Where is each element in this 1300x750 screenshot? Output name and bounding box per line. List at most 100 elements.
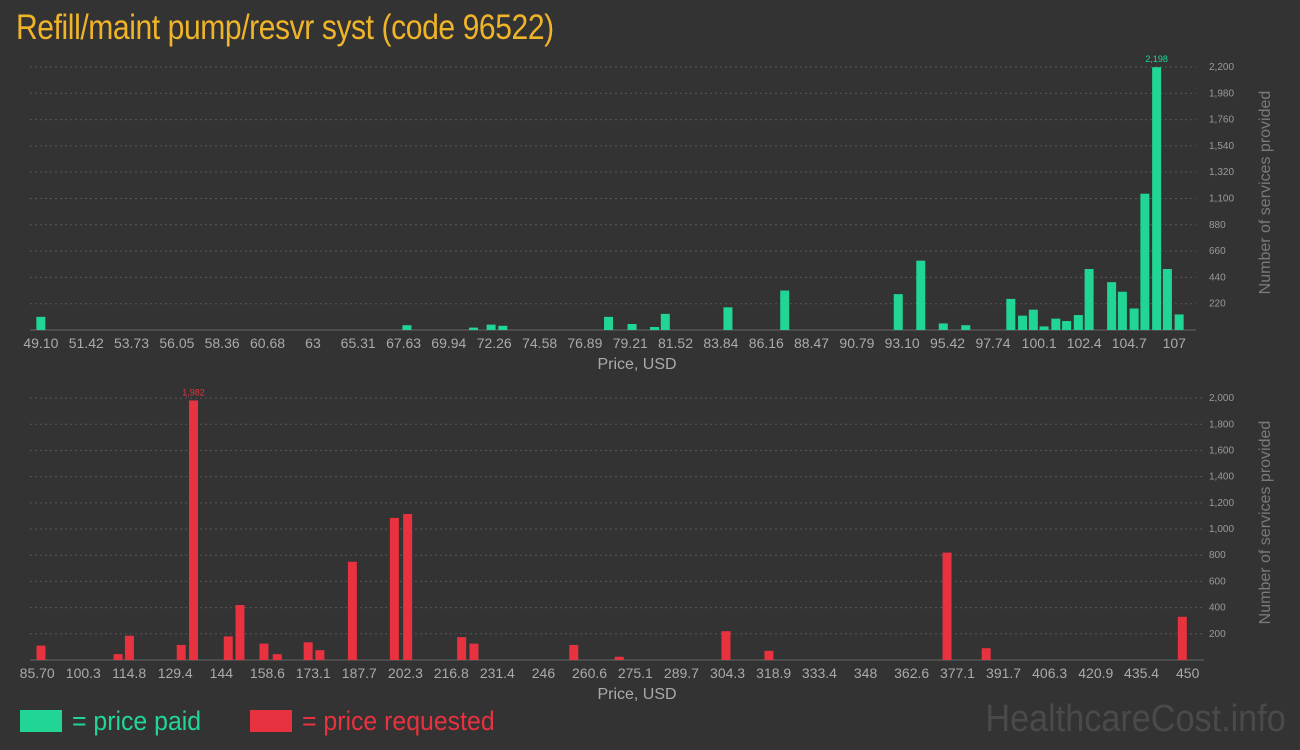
y-tick-label: 400 <box>1209 603 1226 614</box>
x-tick-label: 53.73 <box>114 335 149 351</box>
x-tick-label: 85.70 <box>20 665 55 681</box>
x-tick-label: 107 <box>1163 335 1187 351</box>
bar <box>916 260 926 330</box>
x-tick-label: 114.8 <box>112 665 146 681</box>
bar <box>1140 193 1150 330</box>
legend-requested-swatch <box>250 710 292 732</box>
y-axis-label: Number of services provided <box>1257 421 1274 625</box>
bar <box>614 656 624 660</box>
bar <box>893 294 903 330</box>
bar <box>764 650 774 660</box>
x-tick-label: 129.4 <box>158 665 193 681</box>
legend-requested: = price requested <box>250 704 511 738</box>
x-tick-label: 58.36 <box>205 335 240 351</box>
x-tick-label: 56.05 <box>159 335 194 351</box>
bar <box>1062 321 1072 330</box>
bar <box>721 631 731 660</box>
bar <box>981 648 991 660</box>
y-tick-label: 880 <box>1209 220 1226 231</box>
x-tick-label: 97.74 <box>975 335 1010 351</box>
bar <box>1084 269 1094 330</box>
bar <box>1107 282 1117 330</box>
bar <box>780 290 790 330</box>
x-tick-label: 450 <box>1176 665 1200 681</box>
bar <box>1039 326 1049 330</box>
bar <box>1152 67 1162 330</box>
peak-label: 2,198 <box>1145 55 1168 64</box>
peak-label: 1,982 <box>182 387 205 397</box>
x-tick-label: 86.16 <box>749 335 784 351</box>
x-tick-label: 391.7 <box>986 665 1021 681</box>
x-tick-label: 69.94 <box>431 335 466 351</box>
bar <box>627 324 637 330</box>
x-tick-label: 187.7 <box>342 665 377 681</box>
bar <box>113 654 123 660</box>
bar <box>36 316 46 330</box>
y-tick-label: 440 <box>1209 272 1226 283</box>
x-tick-label: 275.1 <box>618 665 653 681</box>
watermark: HealthcareCost.info <box>985 698 1286 740</box>
x-tick-label: 49.10 <box>23 335 58 351</box>
bar <box>1162 269 1172 330</box>
y-tick-label: 220 <box>1209 299 1226 310</box>
x-tick-label: 348 <box>854 665 878 681</box>
x-tick-label: 72.26 <box>477 335 512 351</box>
x-tick-label: 202.3 <box>388 665 423 681</box>
x-tick-label: 100.1 <box>1022 335 1057 351</box>
x-tick-label: 102.4 <box>1067 335 1102 351</box>
bar <box>457 637 467 660</box>
x-tick-label: 81.52 <box>658 335 693 351</box>
bar <box>1073 315 1083 330</box>
bar <box>498 325 508 330</box>
bar <box>347 561 357 660</box>
bar <box>235 605 245 660</box>
x-tick-label: 104.7 <box>1112 335 1147 351</box>
bar <box>1129 308 1139 330</box>
x-tick-label: 260.6 <box>572 665 607 681</box>
bar <box>259 643 269 660</box>
x-tick-label: 51.42 <box>69 335 104 351</box>
x-axis-label: Price, USD <box>597 686 676 703</box>
bar <box>468 327 478 330</box>
y-tick-label: 800 <box>1209 550 1226 561</box>
x-tick-label: 173.1 <box>296 665 331 681</box>
x-tick-label: 79.21 <box>613 335 648 351</box>
y-axis-label: Number of services provided <box>1257 91 1274 295</box>
bar <box>569 644 579 660</box>
y-tick-label: 1,600 <box>1209 445 1234 456</box>
x-tick-label: 158.6 <box>250 665 285 681</box>
x-tick-label: 60.68 <box>250 335 285 351</box>
bar <box>402 325 412 330</box>
y-tick-label: 1,800 <box>1209 419 1234 430</box>
x-tick-label: 144 <box>210 665 234 681</box>
x-tick-label: 88.47 <box>794 335 829 351</box>
bar <box>723 307 733 330</box>
x-tick-label: 100.3 <box>66 665 101 681</box>
bar <box>389 517 399 660</box>
y-tick-label: 2,200 <box>1209 62 1234 73</box>
bar <box>124 635 134 660</box>
bar <box>189 400 199 660</box>
x-tick-label: 406.3 <box>1032 665 1067 681</box>
y-tick-label: 660 <box>1209 246 1226 257</box>
x-tick-label: 246 <box>532 665 556 681</box>
bar <box>1117 291 1127 330</box>
y-tick-label: 1,000 <box>1209 524 1234 535</box>
x-tick-label: 90.79 <box>839 335 874 351</box>
y-tick-label: 1,760 <box>1209 115 1234 126</box>
bar <box>1018 315 1028 330</box>
x-tick-label: 216.8 <box>434 665 469 681</box>
y-tick-label: 1,100 <box>1209 193 1234 204</box>
bar <box>604 316 614 330</box>
x-tick-label: 63 <box>305 335 321 351</box>
x-tick-label: 95.42 <box>930 335 965 351</box>
price-requested-chart: 200 400 600 800 1,000 1,200 1,400 1,600 1,800 2,0… <box>20 387 1274 703</box>
y-tick-label: 200 <box>1209 629 1226 640</box>
y-tick-label: 2,000 <box>1209 393 1234 404</box>
y-tick-label: 1,200 <box>1209 498 1234 509</box>
x-tick-label: 67.63 <box>386 335 421 351</box>
legend-paid-label: = price paid <box>72 705 202 736</box>
bar <box>942 552 952 660</box>
x-tick-label: 65.31 <box>341 335 376 351</box>
bar <box>272 654 282 660</box>
